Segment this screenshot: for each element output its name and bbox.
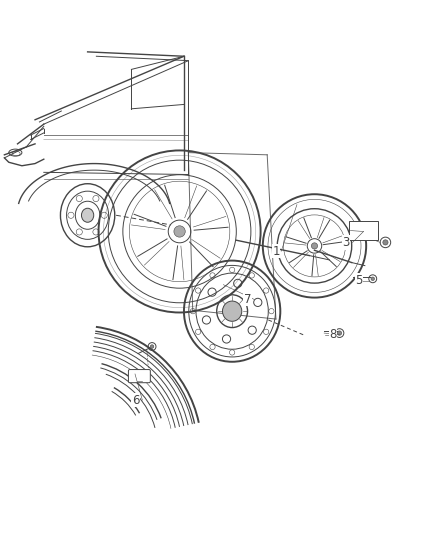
Text: 8: 8 bbox=[329, 328, 336, 341]
Text: 1: 1 bbox=[272, 245, 280, 257]
Circle shape bbox=[383, 240, 388, 245]
Circle shape bbox=[371, 277, 374, 280]
Ellipse shape bbox=[81, 208, 94, 222]
FancyBboxPatch shape bbox=[349, 221, 378, 240]
Circle shape bbox=[174, 226, 185, 237]
Text: 5: 5 bbox=[356, 274, 363, 287]
Ellipse shape bbox=[223, 301, 242, 321]
Text: 7: 7 bbox=[244, 293, 251, 306]
Text: 6: 6 bbox=[132, 393, 140, 407]
Text: 3: 3 bbox=[343, 236, 350, 249]
Circle shape bbox=[150, 345, 154, 348]
Circle shape bbox=[337, 331, 342, 335]
FancyBboxPatch shape bbox=[128, 369, 150, 383]
Circle shape bbox=[311, 243, 318, 249]
